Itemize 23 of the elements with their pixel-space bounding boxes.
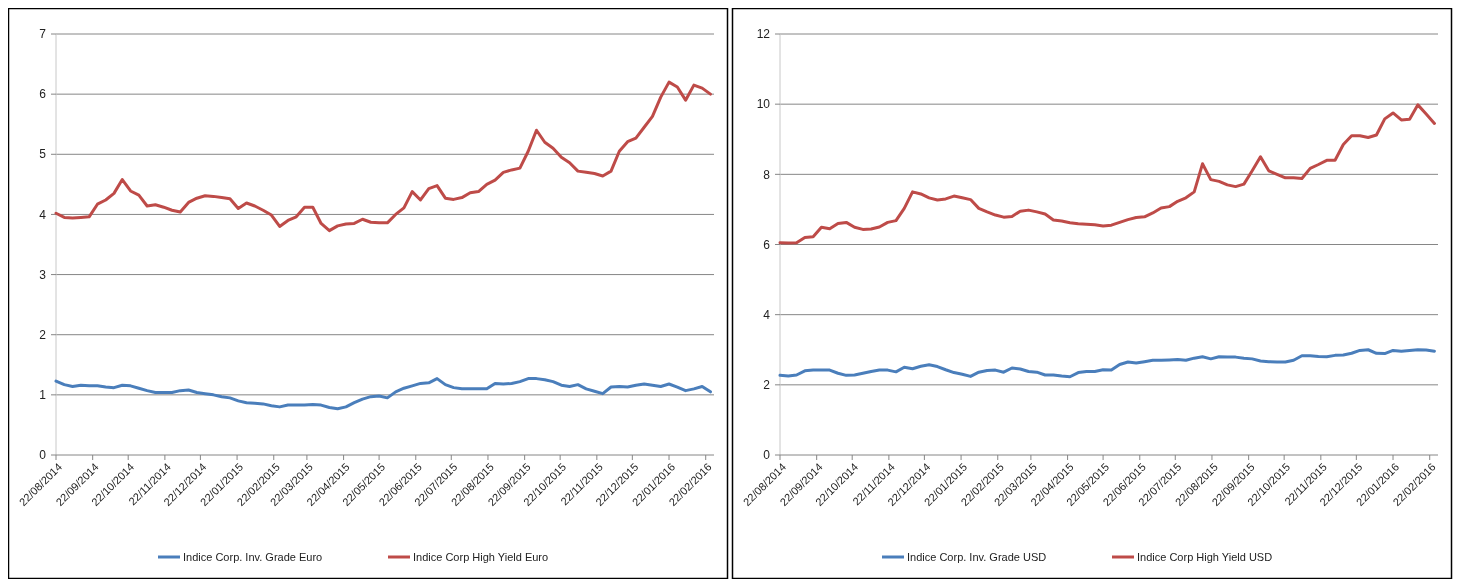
y-tick-label: 0 [39,448,47,463]
y-tick-label: 10 [756,97,771,112]
y-tick-label: 5 [39,147,47,162]
legend-label: Indice Corp. Inv. Grade USD [907,550,1047,563]
line-series [778,103,1436,245]
y-tick-label: 2 [763,378,771,393]
y-tick-label: 4 [39,207,47,222]
line-series [778,348,1436,379]
y-tick-label: 1 [39,388,47,403]
line-series [54,80,712,233]
legend-label: Indice Corp High Yield USD [1137,550,1273,563]
y-tick-label: 3 [39,267,47,282]
y-tick-label: 0 [763,448,771,463]
y-tick-label: 6 [39,87,47,102]
line-series [54,377,712,411]
y-tick-label: 7 [39,27,47,42]
y-tick-label: 12 [756,27,771,42]
legend-label: Indice Corp. Inv. Grade Euro [183,550,323,563]
y-tick-label: 6 [763,237,771,252]
y-tick-label: 4 [763,307,771,322]
legend-label: Indice Corp High Yield Euro [413,550,549,563]
y-tick-label: 2 [39,327,47,342]
y-tick-label: 8 [763,167,771,182]
